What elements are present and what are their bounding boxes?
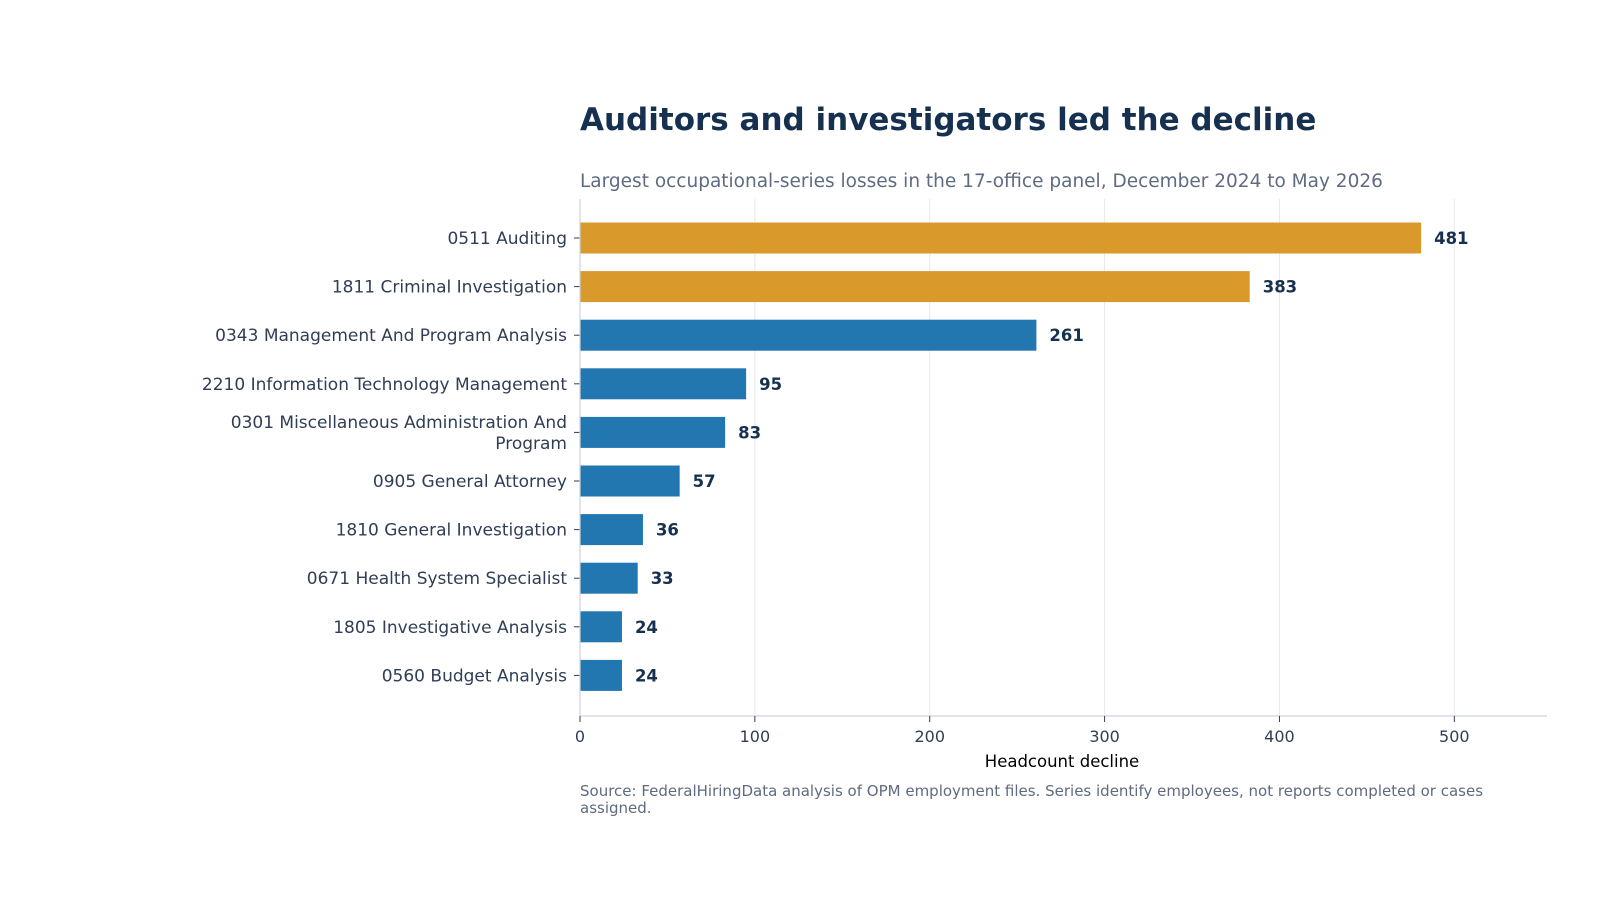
- value-label: 24: [635, 666, 658, 685]
- x-tick-label: 500: [1439, 727, 1470, 746]
- chart-subtitle: Largest occupational-series losses in th…: [580, 171, 1383, 192]
- bar: [580, 659, 622, 691]
- bar: [580, 562, 638, 594]
- x-axis-label: Headcount decline: [985, 752, 1139, 771]
- category-label: 1805 Investigative Analysis: [333, 618, 567, 638]
- x-tick-label: 100: [740, 727, 771, 746]
- category-label: 1810 General Investigation: [336, 521, 567, 541]
- bar: [580, 368, 747, 400]
- bar: [580, 222, 1422, 254]
- chart-title: Auditors and investigators led the decli…: [580, 102, 1316, 138]
- value-label: 24: [635, 618, 658, 637]
- bars: [580, 222, 1422, 691]
- category-label: 0671 Health System Specialist: [307, 569, 568, 589]
- x-tick-label: 200: [914, 727, 945, 746]
- value-label: 261: [1049, 326, 1083, 345]
- bar: [580, 319, 1037, 351]
- bar: [580, 514, 643, 546]
- value-label: 36: [656, 521, 679, 540]
- category-label: 0511 Auditing: [447, 229, 567, 249]
- category-label: 1811 Criminal Investigation: [332, 278, 567, 298]
- category-label: 0343 Management And Program Analysis: [215, 326, 567, 346]
- category-label: 0301 Miscellaneous Administration And Pro…: [231, 413, 567, 454]
- x-axis: 0 100 200 300 400 500: [575, 715, 1547, 746]
- value-label: 481: [1434, 229, 1468, 248]
- value-label: 95: [759, 375, 782, 394]
- value-labels: 481 383 261 95 83 57 36 33 24 24: [635, 229, 1469, 685]
- x-tick-label: 400: [1264, 727, 1295, 746]
- y-axis: 0511 Auditing 1811 Criminal Investigation…: [202, 199, 581, 716]
- bar: [580, 611, 622, 643]
- category-label: 2210 Information Technology Management: [202, 375, 567, 395]
- bar: [580, 416, 726, 448]
- category-label: 0905 General Attorney: [373, 472, 567, 492]
- value-label: 383: [1263, 278, 1297, 297]
- bar: [580, 465, 680, 497]
- category-label: 0560 Budget Analysis: [382, 666, 567, 686]
- bar: [580, 271, 1250, 303]
- value-label: 57: [693, 472, 716, 491]
- x-tick-label: 300: [1089, 727, 1120, 746]
- value-label: 33: [651, 569, 674, 588]
- x-tick-label: 0: [575, 727, 585, 746]
- source-note: Source: FederalHiringData analysis of OP…: [580, 782, 1483, 817]
- value-label: 83: [738, 423, 761, 442]
